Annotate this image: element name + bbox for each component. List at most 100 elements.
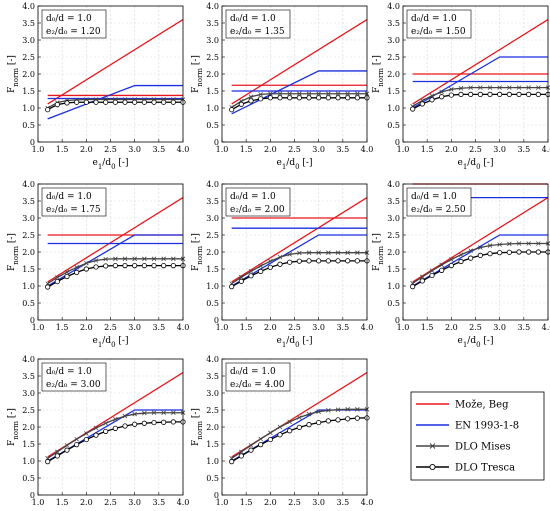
x-axis-label: e1/d0 [-]: [93, 336, 129, 349]
series-point: [296, 424, 302, 430]
legend-entry: EN 1993-1-8: [416, 421, 519, 432]
series-point: [239, 274, 244, 280]
legend-marker: [429, 463, 436, 471]
series-point: [54, 453, 60, 459]
y-tick-label: 0: [395, 316, 400, 325]
parameter-box-frame: [41, 187, 107, 217]
series-point: [122, 413, 128, 419]
series-point: [55, 275, 60, 280]
series-point: [316, 258, 322, 264]
series-point: [297, 250, 302, 256]
y-tick-label: 2.0: [387, 248, 400, 257]
y-tick-label: 0: [214, 138, 219, 147]
series-point: [516, 85, 522, 90]
series-point: [64, 100, 70, 106]
y-tick-label: 4.0: [22, 2, 35, 11]
series-point: [354, 258, 360, 264]
series-point: [277, 95, 283, 101]
series-point: [410, 106, 416, 112]
y-tick-label: 0.5: [22, 299, 35, 308]
parameter-box-frame: [225, 362, 291, 392]
series-point: [151, 419, 157, 426]
series-point: [84, 431, 89, 436]
series-point: [132, 262, 138, 269]
series-point: [122, 256, 128, 262]
y-tick-label: 2.0: [206, 70, 219, 79]
series-point: [297, 415, 302, 420]
series-point: [429, 93, 435, 99]
series-point: [83, 266, 89, 272]
parameter-e2: e₂/d₀ = 2.50: [411, 205, 466, 215]
x-tick-label: 1.5: [56, 145, 69, 154]
y-tick-label: 2.5: [387, 231, 400, 240]
series-point: [296, 95, 302, 101]
series-point: [297, 91, 302, 97]
y-tick-label: 0.5: [206, 474, 219, 483]
series-line: [231, 252, 367, 285]
series-point: [74, 442, 80, 448]
parameter-e2: e₂/d₀ = 1.35: [230, 27, 285, 37]
series-point: [64, 447, 70, 453]
parameter-d0: d₀/d = 1.0: [230, 367, 276, 377]
series-point: [516, 91, 522, 98]
series-point: [93, 99, 99, 105]
series-point: [345, 407, 350, 412]
y-tick-label: 3.5: [22, 197, 35, 206]
x-axis-label: e1/d0 [-]: [277, 158, 313, 171]
y-tick-label: 3.5: [206, 197, 219, 206]
series-point: [229, 284, 235, 290]
series-point: [439, 89, 444, 95]
series-point: [419, 101, 425, 107]
x-tick-label: 2.5: [288, 498, 301, 507]
y-tick-label: 0.5: [206, 299, 219, 308]
series-point: [238, 101, 244, 107]
y-axis-label: Fnorm [-]: [372, 55, 385, 93]
series-point: [64, 443, 70, 448]
parameter-box-frame: [225, 187, 291, 217]
x-axis-label: e1/d0 [-]: [458, 158, 494, 171]
series-point: [326, 408, 331, 413]
y-tick-label: 3.5: [206, 19, 219, 28]
y-axis-label: Fnorm [-]: [7, 233, 20, 271]
x-tick-label: 2.0: [264, 498, 277, 507]
x-tick-label: 2.0: [80, 323, 93, 332]
y-tick-label: 0: [30, 138, 35, 147]
y-axis-label: Fnorm [-]: [372, 233, 385, 271]
y-axis-label: Fnorm [-]: [7, 408, 20, 446]
y-tick-label: 4.0: [206, 2, 219, 11]
series-point: [535, 91, 541, 98]
x-axis-label: e1/d0 [-]: [277, 336, 313, 349]
series-point: [141, 99, 147, 105]
y-tick-label: 2.5: [206, 53, 219, 62]
x-tick-label: 3.0: [128, 145, 141, 154]
series-point: [429, 97, 435, 103]
y-tick-label: 3.5: [22, 19, 35, 28]
series-point: [420, 274, 425, 280]
parameter-e2: e₂/d₀ = 2.00: [230, 205, 285, 215]
x-tick-label: 1.0: [216, 498, 229, 507]
x-tick-label: 3.0: [312, 498, 325, 507]
y-tick-label: 4.0: [387, 180, 400, 189]
x-tick-label: 4.0: [361, 498, 374, 507]
y-axis-label: Fnorm [-]: [191, 408, 204, 446]
x-tick-label: 1.5: [56, 323, 69, 332]
series-point: [335, 407, 341, 412]
parameter-d0: d₀/d = 1.0: [411, 14, 457, 24]
series-point: [74, 436, 79, 442]
series-point: [122, 99, 128, 105]
series-point: [316, 91, 321, 97]
x-tick-label: 3.5: [336, 323, 349, 332]
series-point: [439, 267, 445, 273]
series-line: [47, 409, 183, 462]
series-point: [526, 249, 532, 255]
series-point: [325, 258, 331, 264]
y-tick-label: 3.5: [387, 197, 400, 206]
series-point: [277, 424, 283, 430]
series-point: [122, 262, 128, 269]
x-tick-label: 4.0: [361, 145, 374, 154]
legend-marker: [429, 443, 436, 449]
series-point: [526, 91, 532, 98]
parameter-d0: d₀/d = 1.0: [46, 192, 92, 202]
series-point: [458, 252, 464, 258]
series-point: [55, 449, 60, 455]
